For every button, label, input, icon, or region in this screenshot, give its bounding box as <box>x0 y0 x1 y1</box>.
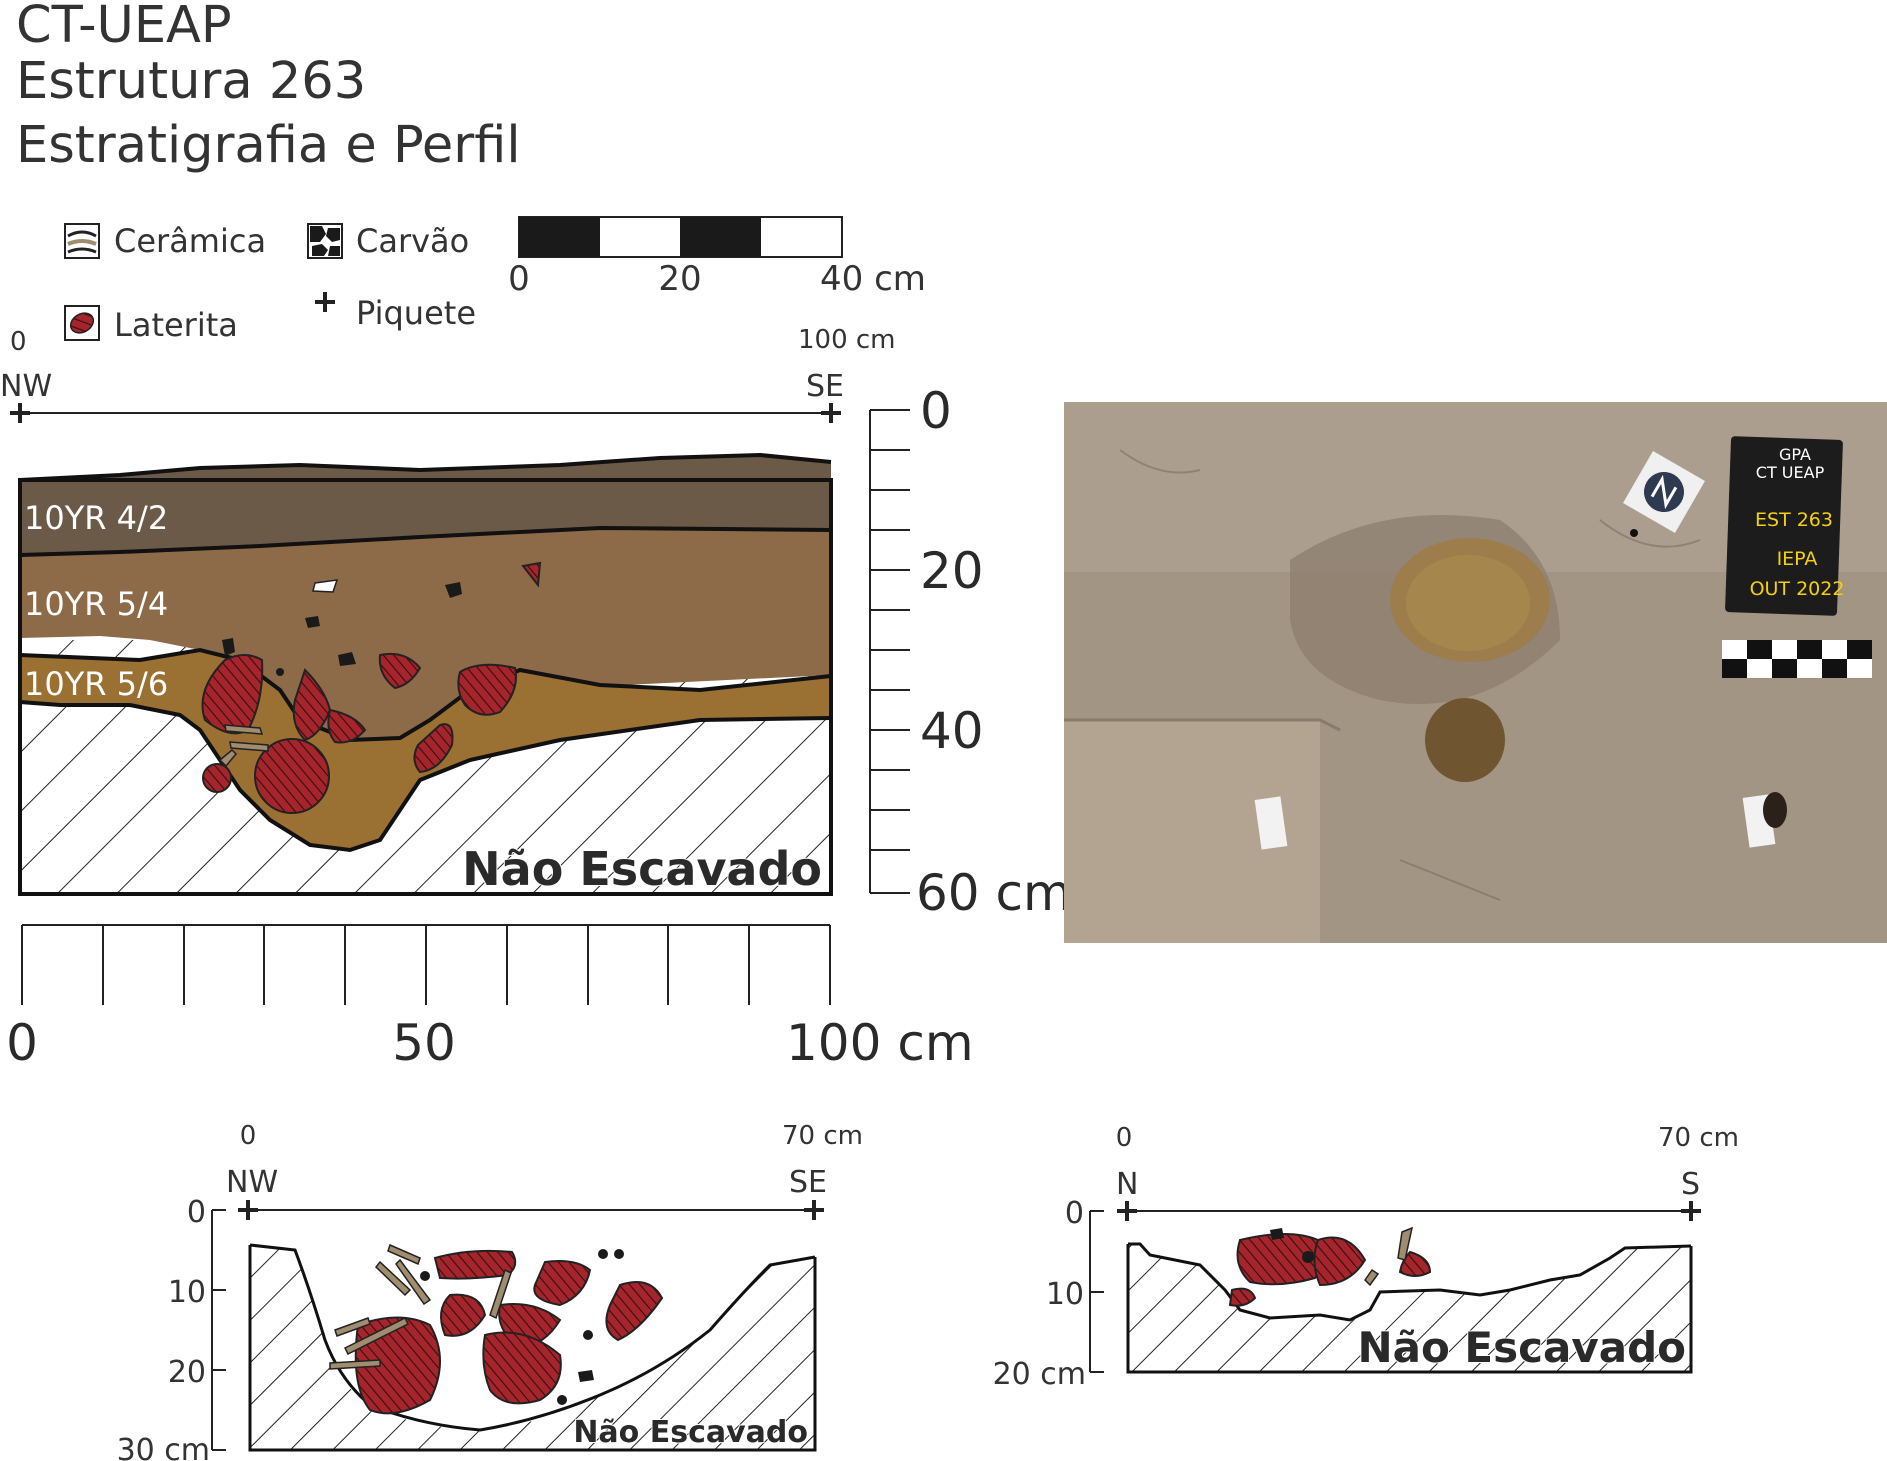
p2-ceramic-fragments <box>329 1243 512 1370</box>
main-top-right-label: 100 cm <box>798 325 896 355</box>
p3-unexcavated-label: Não Escavado <box>1357 1323 1686 1372</box>
title-line-2: Estrutura 263 <box>16 52 367 111</box>
board-line-2: CT UEAP <box>1756 463 1825 482</box>
depth-tick-0: 0 <box>920 382 952 440</box>
board-line-1: GPA <box>1779 445 1811 464</box>
main-ceramic-fragments <box>218 579 339 768</box>
p2-depth-20: 20 <box>168 1355 206 1390</box>
main-dir-nw: NW <box>0 369 52 404</box>
scale-bar <box>518 216 843 258</box>
main-charcoal-fragments <box>222 582 462 676</box>
main-datum-line <box>10 403 841 423</box>
p2-depth-10: 10 <box>168 1275 206 1310</box>
scale-tick-40: 40 cm <box>820 259 926 299</box>
photo-label-board <box>1725 436 1843 616</box>
legend-ceramica-icon <box>64 223 100 259</box>
board-line-4: IEPA <box>1777 548 1818 570</box>
layer-label-3: 10YR 5/6 <box>24 665 168 703</box>
p3-top-right-label: 70 cm <box>1658 1123 1739 1153</box>
main-horizontal-scale <box>21 924 831 1005</box>
p3-ceramic-fragments <box>1364 1226 1414 1287</box>
p3-dir-n: N <box>1116 1167 1138 1202</box>
p3-laterite-inclusions <box>1228 1233 1432 1307</box>
title-line-1: CT-UEAP <box>16 0 232 55</box>
legend-carvao-icon <box>307 223 343 259</box>
board-line-3: EST 263 <box>1755 509 1833 531</box>
layer-label-2: 10YR 5/4 <box>24 585 168 623</box>
depth-tick-60: 60 cm <box>916 864 1072 922</box>
main-depth-scale <box>869 409 910 894</box>
main-top-left-label: 0 <box>10 327 27 357</box>
p2-depth-30: 30 cm <box>117 1433 210 1461</box>
board-line-5: OUT 2022 <box>1750 578 1845 600</box>
p2-dir-nw: NW <box>226 1165 278 1200</box>
p2-laterite-inclusions <box>354 1249 664 1415</box>
p3-top-left-label: 0 <box>1116 1123 1133 1153</box>
p2-top-left-label: 0 <box>240 1121 257 1151</box>
main-dir-se: SE <box>806 369 844 404</box>
legend-carvao-label: Carvão <box>356 222 470 260</box>
title-line-3: Estratigrafia e Perfil <box>16 116 521 175</box>
p3-depth-scale <box>1089 1210 1104 1373</box>
depth-tick-20: 20 <box>920 542 984 600</box>
p3-depth-10: 10 <box>1046 1277 1084 1312</box>
legend-ceramica-label: Cerâmica <box>114 222 267 260</box>
legend-piquete-icon <box>315 292 335 312</box>
hscale-tick-100: 100 cm <box>786 1014 974 1072</box>
main-unexcavated-label: Não Escavado <box>462 842 822 896</box>
layer-label-1: 10YR 4/2 <box>24 499 168 537</box>
hscale-tick-50: 50 <box>392 1014 456 1072</box>
north-arrow-icon <box>1623 451 1705 533</box>
p2-unexcavated-label: Não Escavado <box>573 1415 808 1450</box>
p2-depth-scale <box>211 1209 226 1451</box>
legend-laterita-icon <box>64 305 100 341</box>
legend-piquete-label: Piquete <box>356 294 476 332</box>
p2-charcoal-fragments <box>420 1249 624 1405</box>
legend-laterita-label: Laterita <box>114 306 238 344</box>
scale-tick-20: 20 <box>658 259 701 299</box>
p3-datum-line <box>1117 1201 1701 1221</box>
p3-depth-0: 0 <box>1065 1196 1084 1231</box>
p3-dir-s: S <box>1681 1167 1700 1202</box>
main-laterite-inclusions <box>201 561 542 814</box>
p3-charcoal-fragments <box>1270 1228 1314 1263</box>
photo-tag-left <box>1254 796 1288 850</box>
p3-depth-20: 20 cm <box>993 1357 1086 1392</box>
p2-depth-0: 0 <box>187 1195 206 1230</box>
p2-top-right-label: 70 cm <box>782 1121 863 1151</box>
layer-10yr-5-4 <box>20 528 831 760</box>
depth-tick-40: 40 <box>920 702 984 760</box>
scale-tick-0: 0 <box>508 259 530 299</box>
hscale-tick-0: 0 <box>6 1014 38 1072</box>
p2-datum-line <box>238 1200 824 1220</box>
p2-dir-se: SE <box>789 1165 827 1200</box>
excavation-photo <box>1064 402 1887 943</box>
main-unexcavated-hatch <box>20 702 831 894</box>
